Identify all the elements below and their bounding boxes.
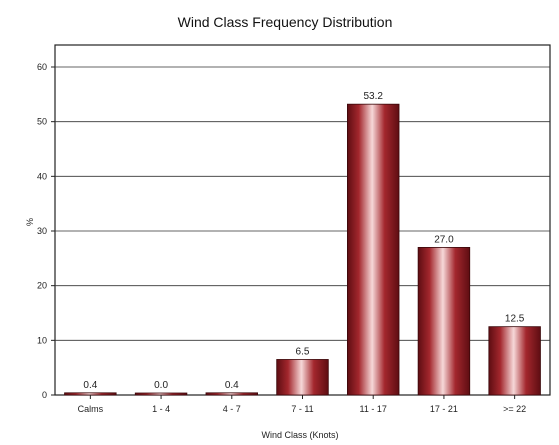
data-label: 0.4 — [83, 380, 97, 391]
bar — [276, 359, 329, 396]
y-tick-label: 60 — [37, 62, 47, 72]
x-tick-label: Calms — [78, 404, 104, 414]
y-axis-label: % — [25, 218, 35, 226]
bar — [347, 103, 400, 396]
chart-title: Wind Class Frequency Distribution — [178, 14, 393, 30]
x-axis-ticks: Calms 1 - 4 4 - 7 7 - 11 11 - 17 17 - 21 >= 22 — [78, 395, 526, 414]
y-tick-label: 40 — [37, 171, 47, 181]
x-tick-label: >= 22 — [503, 404, 526, 414]
bar — [64, 392, 117, 396]
data-labels: 0.4 0.0 0.4 6.5 53.2 27.0 12.5 — [83, 91, 524, 391]
data-label: 0.4 — [225, 380, 239, 391]
y-tick-label: 10 — [37, 335, 47, 345]
bar — [205, 392, 258, 396]
bar — [134, 392, 188, 396]
x-tick-label: 11 - 17 — [360, 404, 387, 414]
bar — [417, 246, 471, 396]
data-label: 0.0 — [154, 380, 168, 391]
y-tick-label: 50 — [37, 117, 47, 127]
y-tick-label: 0 — [42, 390, 47, 400]
bar — [488, 326, 541, 396]
bars — [64, 103, 541, 396]
x-tick-label: 7 - 11 — [291, 404, 313, 414]
x-tick-label: 17 - 21 — [430, 404, 458, 414]
data-label: 53.2 — [363, 91, 383, 102]
data-label: 27.0 — [434, 234, 454, 245]
plot-area — [54, 44, 551, 396]
x-axis-label: Wind Class (Knots) — [261, 430, 338, 440]
y-axis-ticks: 0 10 20 30 40 50 60 — [37, 62, 55, 400]
x-tick-label: 4 - 7 — [223, 404, 241, 414]
y-tick-label: 20 — [37, 281, 47, 291]
x-tick-label: 1 - 4 — [152, 404, 170, 414]
data-label: 6.5 — [296, 346, 310, 357]
data-label: 12.5 — [505, 314, 525, 325]
y-tick-label: 30 — [37, 226, 47, 236]
